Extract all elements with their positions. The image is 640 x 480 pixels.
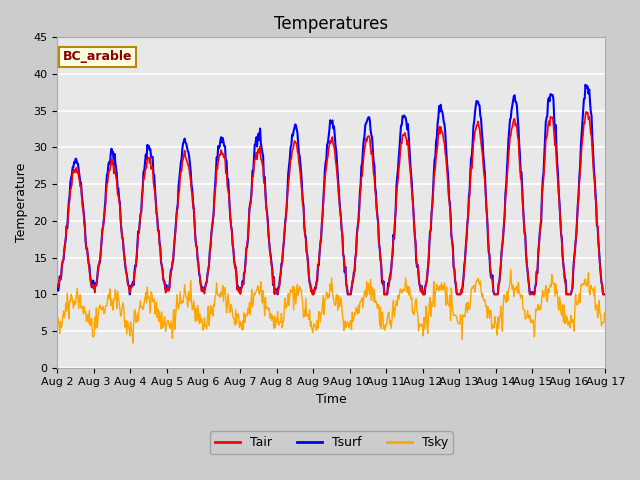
Title: Temperatures: Temperatures [275,15,388,33]
Tair [582,109,590,115]
Tsky [602,315,609,321]
Tsky [120,304,127,310]
Text: BC_arable: BC_arable [63,50,132,63]
Tsurf [582,82,589,88]
Tsurf [415,273,422,279]
Line: Tair: Tair [58,112,605,294]
Tair [175,188,183,194]
Line: Tsurf: Tsurf [58,85,605,294]
Tsurf [120,248,127,253]
Tsky [63,291,71,297]
Tsurf [176,169,184,175]
Tsky [205,323,213,328]
Tair [54,283,61,288]
Tair [399,132,406,138]
Line: Tsky: Tsky [58,269,605,343]
Tair [63,223,71,228]
Tsky [54,319,61,324]
Tair [204,266,212,272]
Tsky [176,289,184,295]
Y-axis label: Temperature: Temperature [15,163,28,242]
Tair [120,247,127,252]
Tsky [415,328,422,334]
X-axis label: Time: Time [316,393,347,406]
Tsky [129,340,137,346]
Tsurf [126,291,134,297]
Tair [415,269,422,275]
Tsky [507,266,515,272]
Tair [310,291,317,297]
Tair [602,291,609,297]
Tsurf [205,262,213,268]
Tsurf [63,225,71,231]
Tsurf [54,282,61,288]
Tsky [399,287,406,293]
Tsurf [602,291,609,297]
Legend: Tair, Tsurf, Tsky: Tair, Tsurf, Tsky [210,431,452,454]
Tsurf [399,113,406,119]
